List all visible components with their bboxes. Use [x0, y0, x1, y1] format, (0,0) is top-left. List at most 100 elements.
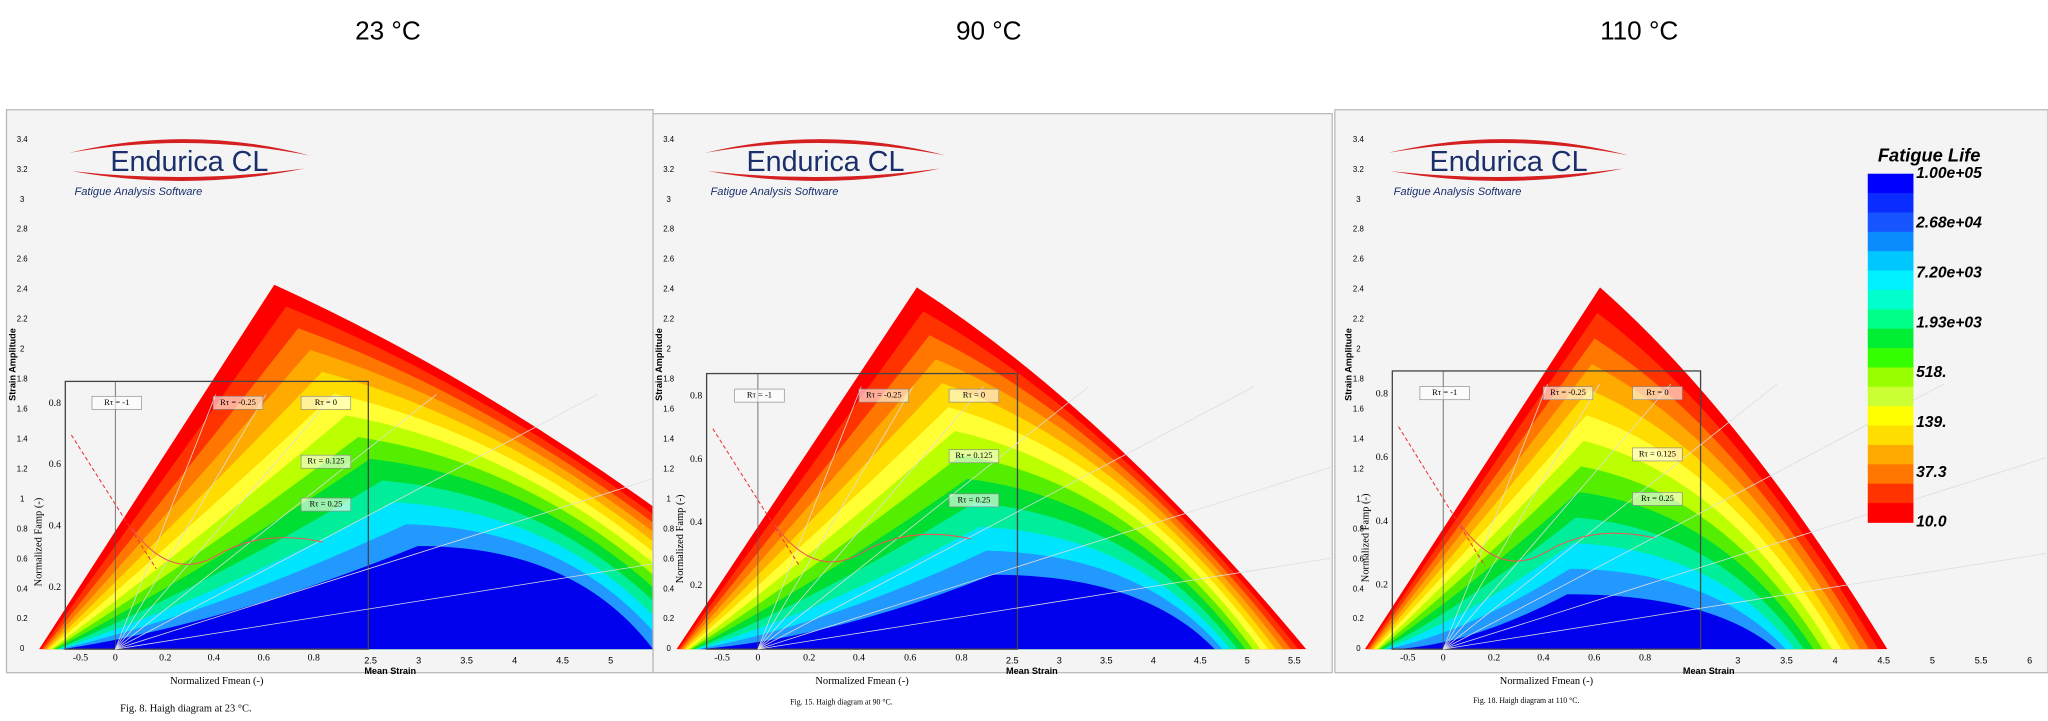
inset-y-tick-label: 0.4 — [1376, 516, 1388, 527]
inset-y-tick-label: 0.8 — [1376, 388, 1388, 399]
legend-swatch — [1867, 270, 1914, 291]
r-label-box — [1419, 386, 1470, 401]
y-tick-label: 3 — [1356, 195, 1361, 204]
legend-swatch — [1867, 386, 1914, 407]
y-tick-label: 1.8 — [17, 375, 29, 384]
x-tick-label: 5 — [1930, 655, 1935, 665]
legend-swatch — [1867, 348, 1914, 368]
x-tick-label: 4 — [512, 655, 517, 665]
x-tick-label: 3.5 — [1780, 655, 1793, 665]
inset-ray — [757, 386, 1089, 650]
r-label: Rτ = 0.25 — [1641, 493, 1674, 503]
inset-y-tick-label: 0.8 — [49, 398, 61, 409]
contour-band — [62, 545, 654, 650]
inset-x-tick-label: 0 — [1441, 653, 1446, 664]
inset-x-tick-label: 0.2 — [1488, 653, 1500, 664]
legend-label: 10.0 — [1916, 514, 1947, 531]
legend-title: Fatigue Life — [1878, 145, 1981, 166]
y-tick-label: 2.6 — [663, 255, 675, 264]
y-tick-label: 0.8 — [17, 524, 29, 533]
y-tick-label: 0.4 — [663, 584, 675, 593]
logo-tagline: Fatigue Analysis Software — [711, 186, 839, 198]
inset-x-tick-label: 0.6 — [258, 653, 270, 664]
legend-label: 1.00e+05 — [1916, 165, 1982, 182]
y-tick-label: 3.4 — [663, 135, 675, 144]
r-label: Rτ = 0 — [1646, 387, 1668, 397]
logo-swoosh — [705, 139, 946, 156]
y-axis-label: Strain Amplitude — [654, 328, 664, 401]
r-label: Rτ = -1 — [104, 397, 129, 407]
inset-line — [712, 428, 801, 567]
legend-swatch — [1867, 289, 1914, 310]
x-tick-label: 5.5 — [1975, 655, 1988, 665]
panel-title: 110 °C — [1600, 16, 1678, 46]
y-tick-label: 3.2 — [17, 165, 28, 174]
x-tick-label: 3.5 — [460, 655, 473, 665]
y-tick-label: 0.2 — [663, 614, 674, 623]
x-tick-label: 3 — [1735, 655, 1740, 665]
r-label-box — [300, 395, 352, 410]
y-tick-label: 1.8 — [663, 375, 675, 384]
y-tick-label: 2.8 — [17, 225, 29, 234]
y-tick-label: 2.8 — [1353, 225, 1365, 234]
y-tick-label: 0.8 — [663, 524, 675, 533]
inset-x-tick-label: 0 — [113, 653, 118, 664]
logo-swoosh — [71, 168, 305, 181]
y-tick-label: 1.4 — [663, 434, 675, 443]
inset-ray — [757, 386, 984, 650]
inset-y-label: Normalized Famp (-) — [675, 494, 686, 583]
logo-swoosh — [1391, 168, 1624, 181]
legend-swatch — [1867, 212, 1914, 233]
contour — [676, 287, 1307, 650]
inset-y-tick-label: 0.2 — [49, 582, 61, 593]
logo-swoosh — [707, 168, 941, 181]
x-tick-label: 4.5 — [556, 655, 569, 665]
y-tick-label: 1.2 — [663, 464, 674, 473]
inset-x-tick-label: 0.8 — [308, 653, 320, 664]
r-label-box — [858, 388, 909, 403]
inset-y-tick-label: 0.6 — [690, 454, 702, 465]
inset-x-tick-label: 0.6 — [904, 653, 916, 664]
r-label: Rτ = 0.125 — [1639, 448, 1676, 458]
x-tick-label: 4 — [1833, 655, 1838, 665]
r-label-box — [1632, 447, 1683, 462]
inset-ray — [115, 394, 335, 650]
r-label-box — [948, 388, 1000, 403]
x-tick-label: 4 — [1151, 655, 1156, 665]
y-tick-label: 2.4 — [17, 285, 29, 294]
inset-ray — [1442, 383, 1778, 650]
y-tick-label: 2 — [20, 345, 24, 354]
caption: Fig. 8. Haigh diagram at 23 °C. — [120, 704, 251, 715]
y-tick-label: 0.6 — [17, 554, 29, 563]
inset-x-label: Normalized Fmean (-) — [170, 676, 264, 687]
inset-ray — [114, 394, 267, 650]
inset-line — [70, 434, 157, 570]
x-tick-label: 6 — [2027, 655, 2032, 665]
r-label: Rτ = 0.125 — [307, 456, 344, 466]
y-tick-label: 0.2 — [1353, 614, 1364, 623]
y-tick-label: 1.6 — [1353, 405, 1365, 414]
inset-x-tick-label: -0.5 — [714, 653, 730, 664]
r-label-box — [948, 493, 1000, 508]
logo-tagline: Fatigue Analysis Software — [74, 186, 202, 198]
y-tick-label: 1.6 — [663, 405, 675, 414]
r-label: Rτ = -0.25 — [1550, 387, 1586, 397]
legend-swatch — [1867, 231, 1914, 252]
y-tick-label: 1.2 — [1353, 464, 1364, 473]
logo-swoosh — [1388, 139, 1629, 156]
panel-title: 23 °C — [355, 16, 421, 46]
inset-x-tick-label: 0.8 — [955, 653, 967, 664]
inset-x-label: Normalized Fmean (-) — [1500, 676, 1594, 687]
x-tick-label: 5 — [1245, 655, 1250, 665]
r-label: Rτ = 0.125 — [955, 450, 992, 460]
x-axis-label: Mean Strain — [1683, 666, 1735, 676]
inset-ray — [115, 394, 437, 650]
r-label: Rτ = -1 — [747, 390, 772, 400]
y-tick-label: 0.6 — [663, 554, 675, 563]
y-tick-label: 0.8 — [1353, 524, 1365, 533]
inset-ray — [1443, 383, 1945, 650]
y-tick-label: 0 — [667, 644, 672, 653]
inset-x-tick-label: -0.5 — [73, 653, 89, 664]
